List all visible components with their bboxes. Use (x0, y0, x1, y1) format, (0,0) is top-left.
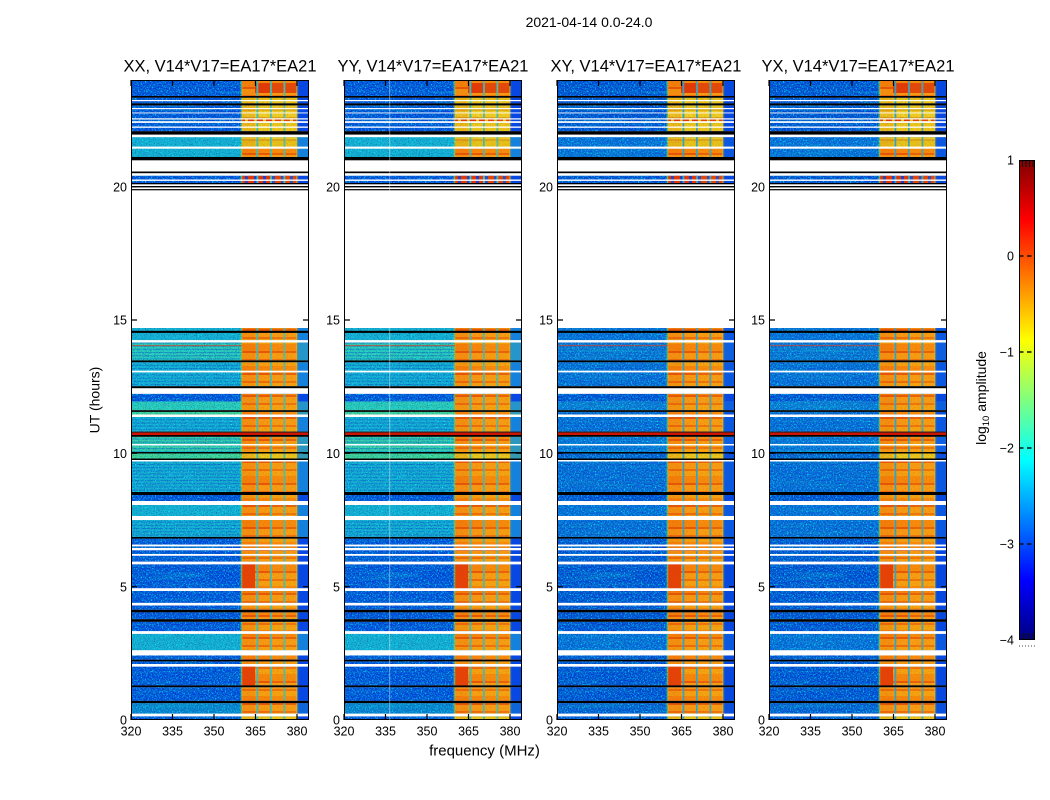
svg-text:350: 350 (630, 725, 651, 739)
svg-text:380: 380 (287, 725, 308, 739)
svg-text:15: 15 (113, 314, 127, 328)
svg-text:0: 0 (546, 714, 553, 728)
svg-text:10: 10 (751, 447, 765, 461)
svg-text:350: 350 (842, 725, 863, 739)
svg-text:365: 365 (245, 725, 266, 739)
svg-text:335: 335 (588, 725, 609, 739)
svg-text:20: 20 (113, 180, 127, 194)
svg-text:5: 5 (333, 580, 340, 594)
svg-text:2021-04-14 0.0-24.0: 2021-04-14 0.0-24.0 (526, 14, 653, 30)
svg-text:15: 15 (326, 314, 340, 328)
svg-text:335: 335 (375, 725, 396, 739)
svg-text:0: 0 (120, 714, 127, 728)
svg-text:−4: −4 (1000, 634, 1014, 648)
svg-text:5: 5 (120, 580, 127, 594)
svg-text:320: 320 (121, 725, 142, 739)
svg-text:10: 10 (113, 447, 127, 461)
svg-text:320: 320 (334, 725, 355, 739)
svg-text:350: 350 (204, 725, 225, 739)
svg-text:365: 365 (671, 725, 692, 739)
svg-text:15: 15 (539, 314, 553, 328)
svg-text:−2: −2 (1000, 442, 1014, 456)
svg-text:380: 380 (500, 725, 521, 739)
svg-text:320: 320 (759, 725, 780, 739)
svg-text:10: 10 (326, 447, 340, 461)
svg-text:20: 20 (539, 180, 553, 194)
svg-text:365: 365 (458, 725, 479, 739)
svg-text:335: 335 (162, 725, 183, 739)
svg-text:335: 335 (800, 725, 821, 739)
svg-text:−1: −1 (1000, 346, 1014, 360)
svg-text:−3: −3 (1000, 538, 1014, 552)
svg-text:10: 10 (539, 447, 553, 461)
svg-text:380: 380 (713, 725, 734, 739)
svg-text:5: 5 (758, 580, 765, 594)
svg-text:UT (hours): UT (hours) (87, 367, 103, 434)
svg-text:380: 380 (925, 725, 946, 739)
svg-text:frequency (MHz): frequency (MHz) (429, 743, 540, 760)
svg-text:1: 1 (1007, 154, 1014, 168)
svg-text:20: 20 (751, 180, 765, 194)
svg-text:0: 0 (333, 714, 340, 728)
svg-text:320: 320 (547, 725, 568, 739)
svg-text:XX, V14*V17=EA17*EA21: XX, V14*V17=EA17*EA21 (123, 58, 316, 76)
svg-text:XY, V14*V17=EA17*EA21: XY, V14*V17=EA17*EA21 (551, 58, 742, 76)
svg-text:365: 365 (883, 725, 904, 739)
svg-text:YX, V14*V17=EA17*EA21: YX, V14*V17=EA17*EA21 (761, 58, 954, 76)
svg-text:5: 5 (546, 580, 553, 594)
svg-text:0: 0 (1007, 250, 1014, 264)
svg-text:YY, V14*V17=EA17*EA21: YY, V14*V17=EA17*EA21 (338, 58, 529, 76)
svg-text:20: 20 (326, 180, 340, 194)
svg-text:350: 350 (417, 725, 438, 739)
svg-text:15: 15 (751, 314, 765, 328)
svg-text:0: 0 (758, 714, 765, 728)
